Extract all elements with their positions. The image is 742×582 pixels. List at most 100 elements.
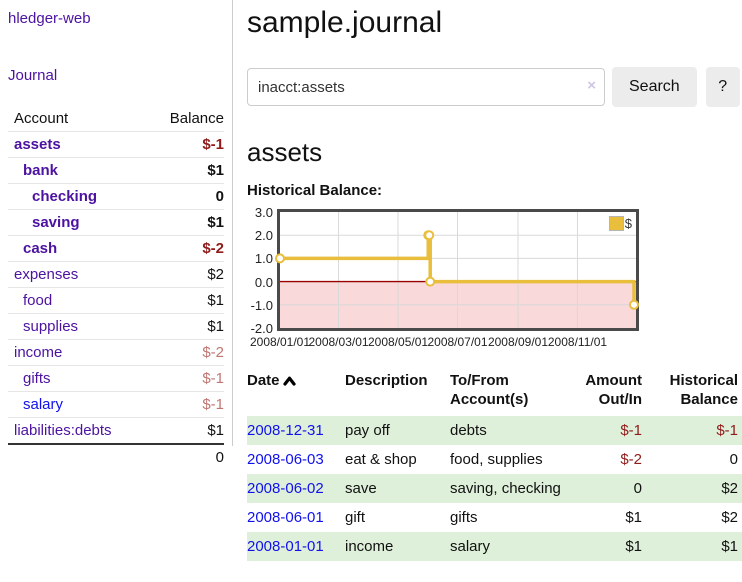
account-row: saving $1 [8,209,224,236]
account-link-supplies[interactable]: supplies [23,318,79,335]
account-row: bank $1 [8,157,224,184]
transaction-amount: $1 [625,509,642,526]
help-button[interactable]: ? [705,67,740,107]
chart-title: Historical Balance: [247,182,383,199]
amount-header-line2: Out/In [598,391,642,408]
account-link-cash[interactable]: cash [23,240,58,257]
transaction-amount: $-2 [620,451,642,468]
legend-label: $ [624,216,632,231]
transaction-description: save [345,474,450,503]
balance-column-header: Historical Balance [647,371,742,416]
transaction-date-link[interactable]: 2008-01-01 [247,538,324,555]
account-balance: $1 [149,209,224,236]
transaction-date-link[interactable]: 2008-06-03 [247,451,324,468]
account-balance: $-2 [149,235,224,262]
account-row: gifts $-1 [8,365,224,392]
chart-canvas [275,212,639,328]
y-tick-label: 2.0 [254,228,273,244]
accounts-total-row: 0 [8,443,224,470]
transactions-table-header: Date Description To/From Account(s) Amou… [247,371,742,416]
account-balance: $-2 [149,339,224,366]
account-link-checking[interactable]: checking [32,188,98,205]
page-title: sample.journal [247,6,443,39]
search-bar: × Search ? [247,67,742,107]
account-link-food[interactable]: food [23,292,53,309]
account-row: supplies $1 [8,313,224,340]
transaction-balance: $2 [647,474,742,503]
transaction-balance: $-1 [647,416,742,445]
clear-search-icon[interactable]: × [587,77,596,94]
x-tick-label: 2008/01/01 [249,335,311,349]
account-link-expenses[interactable]: expenses [14,266,79,283]
account-row: income $-2 [8,339,224,366]
tofrom-header-line1: To/From [450,372,509,389]
account-balance: $-1 [149,365,224,392]
tofrom-header-line2: Account(s) [450,391,529,408]
account-link-liabilities-debts[interactable]: liabilities:debts [14,422,112,439]
account-row: cash $-2 [8,235,224,262]
account-balance: $1 [149,313,224,340]
transaction-amount: 0 [570,474,647,503]
app-brand-link[interactable]: hledger-web [8,10,91,27]
sort-ascending-icon [282,376,296,386]
transaction-accounts: debts [450,416,570,445]
search-button[interactable]: Search [612,67,697,107]
transaction-accounts: gifts [450,509,478,526]
transaction-accounts: food, supplies [450,451,543,468]
transaction-description: pay off [345,416,450,445]
x-tick-label: 2008/11/01 [547,335,608,349]
description-column-header: Description [345,372,428,389]
transaction-date-link[interactable]: 2008-06-01 [247,509,324,526]
transaction-row: 2008-12-31 pay off debts $-1 $-1 [247,416,742,445]
account-balance: $1 [149,157,224,184]
account-link-salary[interactable]: salary [23,396,64,413]
y-tick-label: 3.0 [254,205,273,220]
account-column-header: Account [14,110,69,127]
account-link-bank[interactable]: bank [23,162,59,179]
x-tick-label: 2008/07/01 [427,335,488,349]
accounts-table: Account Balance assets $-1 bank $1 check… [8,106,224,470]
account-row: salary $-1 [8,391,224,418]
account-link-saving[interactable]: saving [32,214,80,231]
transaction-date-link[interactable]: 2008-12-31 [247,422,324,439]
historical-balance-chart: $ 3.0 2.0 1.0 0.0 -1.0 -2.0 2008/01/01 2008/03/… [247,205,742,357]
main-content: sample.journal × Search ? assets Histori… [247,0,742,561]
y-tick-label: -1.0 [250,297,273,313]
transaction-row: 2008-01-01 income salary $1 $1 [247,532,742,561]
date-column-header[interactable]: Date [247,371,345,416]
x-tick-label: 2008/05/01 [367,335,429,349]
account-balance: $1 [149,417,224,444]
y-tick-label: -2.0 [250,321,273,336]
transaction-accounts: saving, checking [450,474,570,503]
amount-column-header: Amount Out/In [570,371,647,416]
y-tick-label: 1.0 [254,251,273,267]
transaction-row: 2008-06-03 eat & shop food, supplies $-2… [247,445,742,474]
transaction-balance: 0 [729,451,738,468]
account-link-income[interactable]: income [14,344,63,361]
account-row: checking 0 [8,183,224,210]
account-heading: assets [247,137,323,167]
x-tick-label: 2008/09/01 [487,335,548,349]
account-row: assets $-1 [8,131,224,158]
transaction-row: 2008-06-02 save saving, checking 0 $2 [247,474,742,503]
transaction-description: gift [345,509,366,526]
accounts-total-balance: 0 [149,443,224,470]
account-row: liabilities:debts $1 [8,417,224,444]
date-header-label: Date [247,372,280,389]
transaction-row: 2008-06-01 gift gifts $1 $2 [247,503,742,532]
legend-swatch-icon [608,216,624,231]
balance-header-line1: Historical [669,372,738,389]
transactions-table: Date Description To/From Account(s) Amou… [247,371,742,561]
search-input-wrap: × [247,68,605,106]
account-balance: $-1 [149,391,224,418]
x-tick-label: 2008/03/01 [308,335,369,349]
account-link-gifts[interactable]: gifts [23,370,51,387]
account-link-assets[interactable]: assets [14,136,61,153]
balance-column-header: Balance [169,110,224,127]
accounts-table-header: Account Balance [8,106,224,132]
y-tick-label: 0.0 [254,274,273,290]
transaction-date-link[interactable]: 2008-06-02 [247,480,324,497]
transaction-description: income [345,532,450,561]
search-input[interactable] [247,68,605,106]
sidebar-item-journal[interactable]: Journal [8,67,58,84]
